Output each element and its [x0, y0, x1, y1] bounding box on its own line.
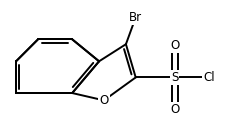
Text: Cl: Cl	[203, 71, 215, 84]
Text: O: O	[99, 94, 109, 107]
Text: S: S	[171, 71, 178, 84]
Text: Br: Br	[129, 11, 142, 24]
Text: O: O	[170, 39, 179, 52]
Text: O: O	[170, 103, 179, 116]
